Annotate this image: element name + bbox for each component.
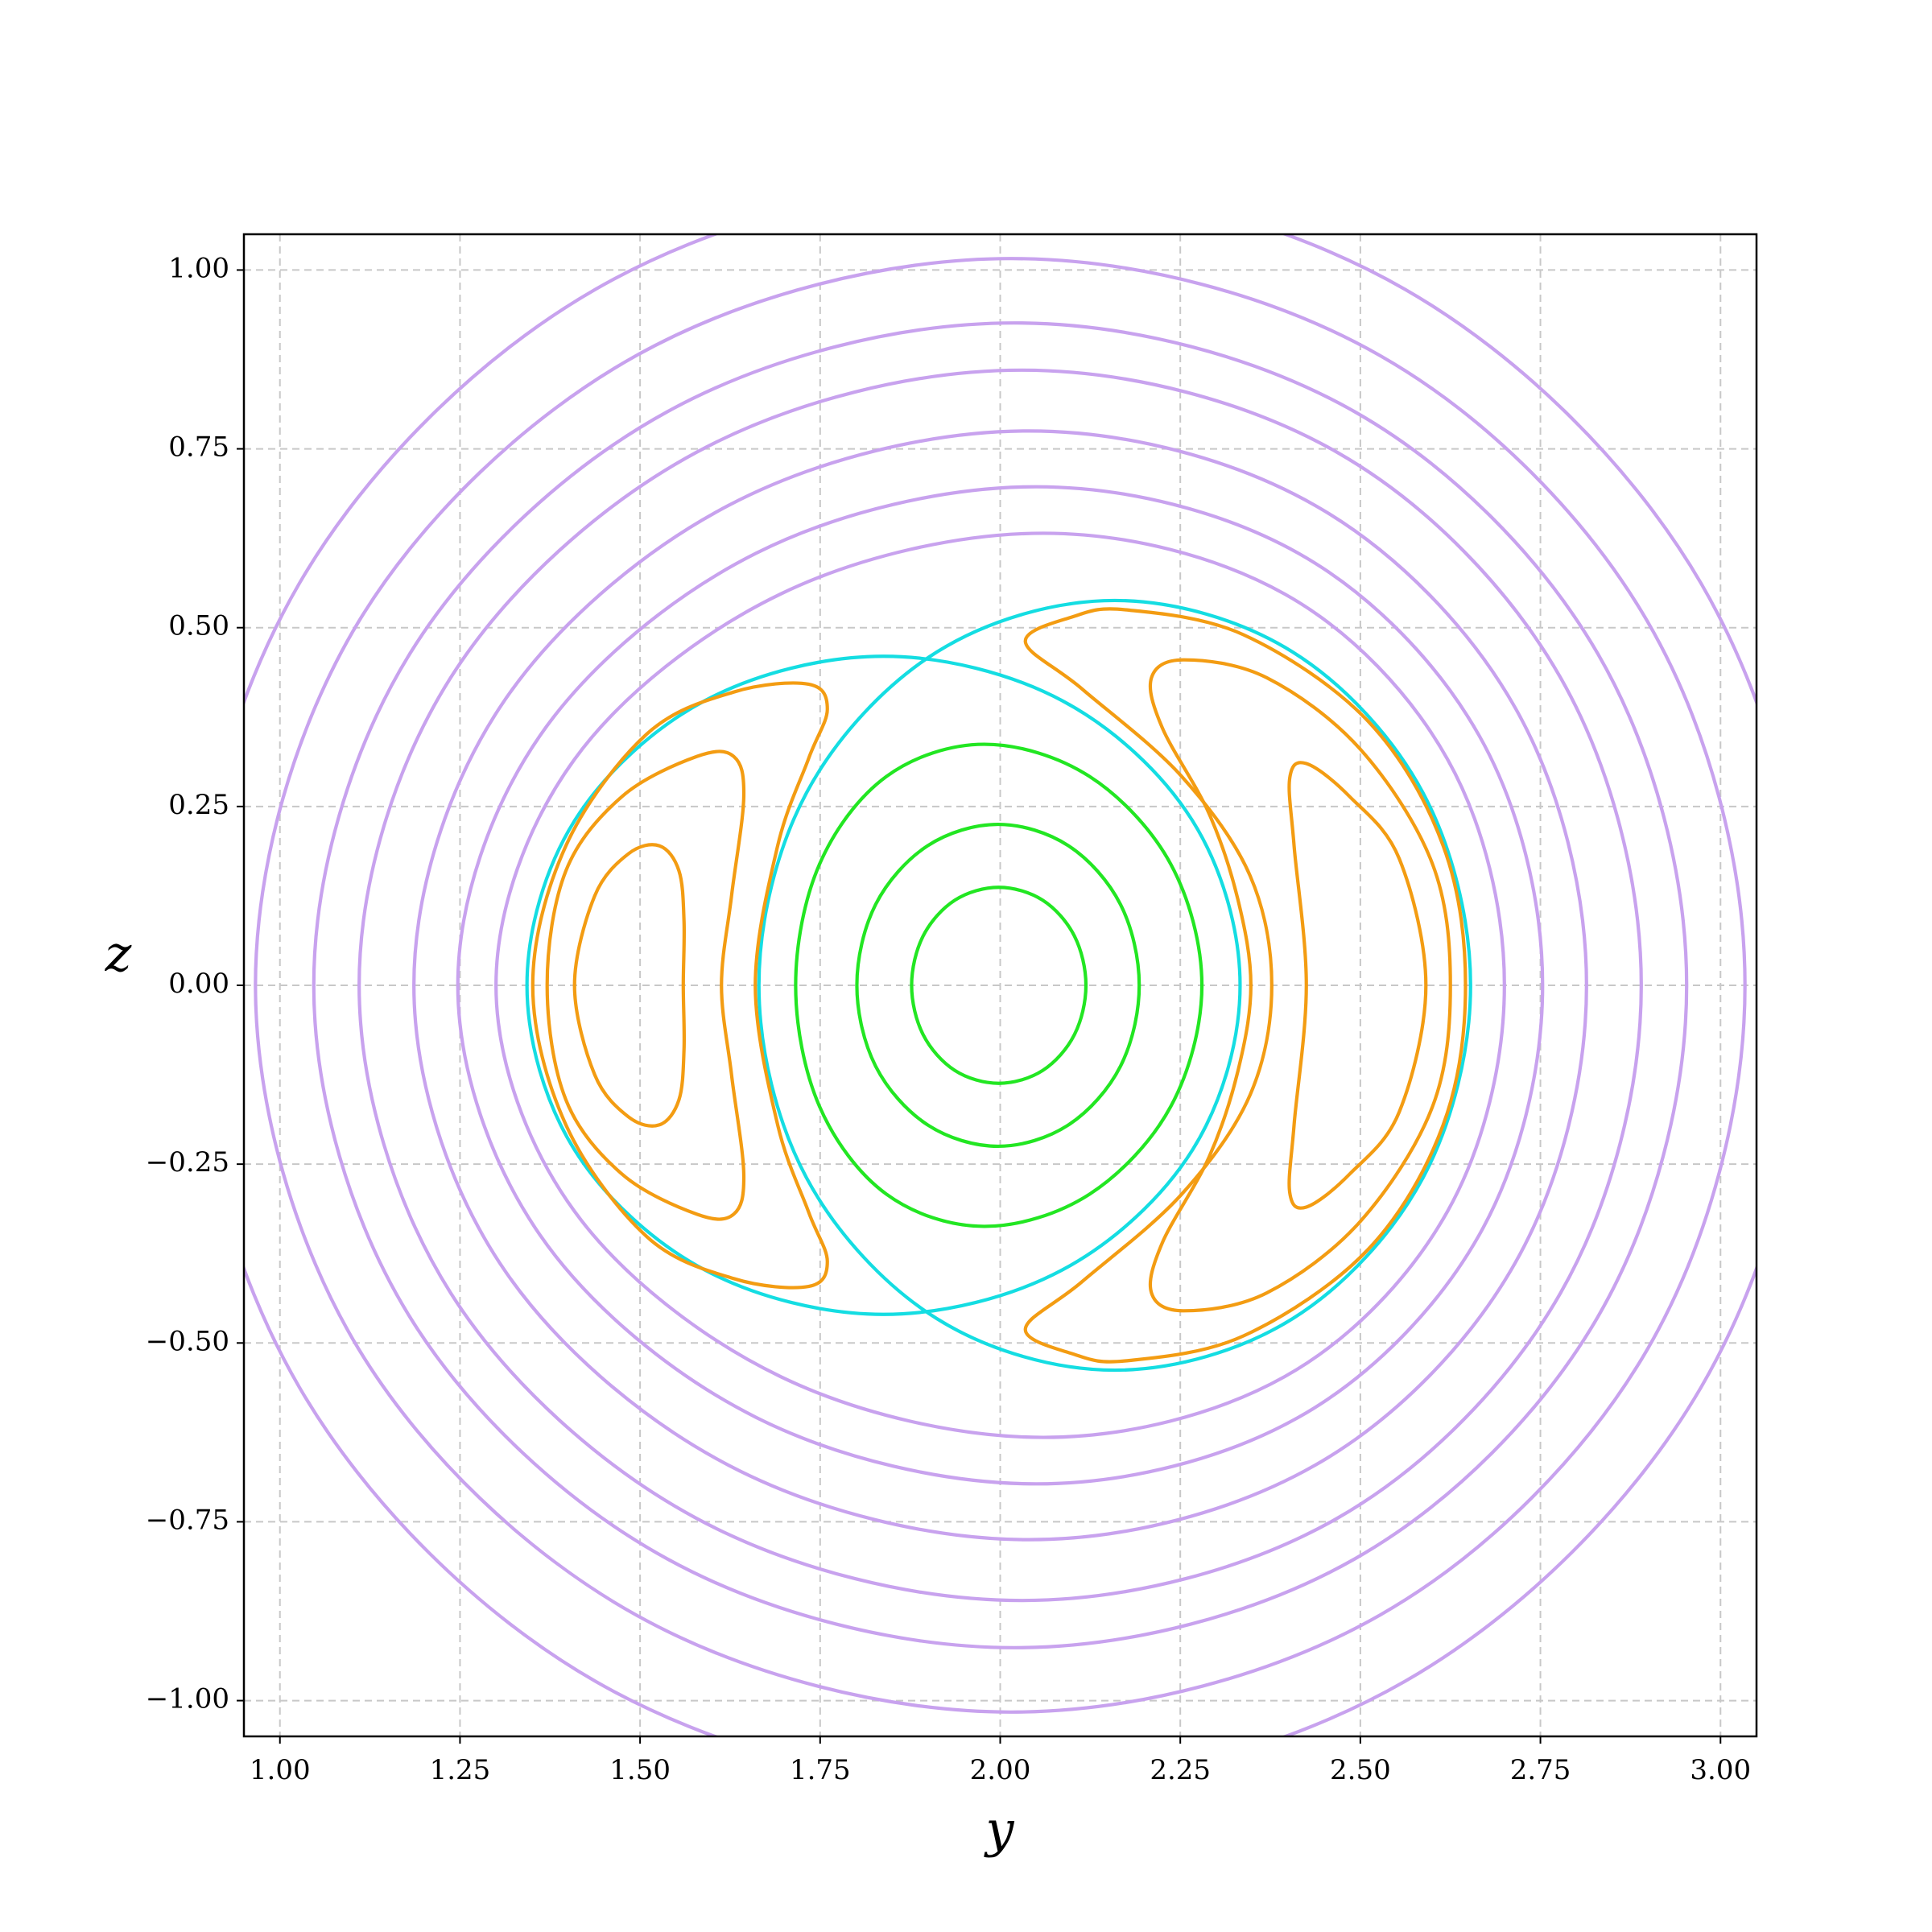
x-tick-label: 1.25 [430, 1754, 491, 1786]
contour-line [312, 321, 1689, 1649]
contour-line [855, 822, 1141, 1149]
contour-line [494, 531, 1506, 1439]
y-tick-label: −1.00 [146, 1683, 229, 1715]
contour-line [412, 429, 1588, 1542]
contour-line [794, 742, 1204, 1228]
ticks: 1.00 1.25 1.50 1.75 2.00 2.25 2.50 2.75 3.00 −1.0… [146, 252, 1751, 1786]
y-tick-label: −0.25 [146, 1146, 229, 1179]
x-tick-label: 1.75 [790, 1754, 851, 1786]
contour-line [1287, 761, 1428, 1210]
y-tick-label: 1.00 [168, 252, 229, 284]
x-tick-label: 3.00 [1690, 1754, 1751, 1786]
contour-line [525, 654, 1242, 1316]
x-tick-label: 1.50 [609, 1754, 671, 1786]
contour-line [530, 681, 829, 1290]
y-axis-label: z [105, 924, 132, 983]
contour-line [910, 886, 1088, 1085]
y-tick-label: 0.50 [168, 610, 229, 642]
contour-line [357, 368, 1643, 1603]
contour-line [254, 257, 1747, 1714]
curves [244, 234, 1757, 1736]
y-tick-label: −0.50 [146, 1325, 229, 1357]
contour-line [572, 843, 687, 1128]
x-axis-label: y [983, 1800, 1014, 1859]
contour-line [456, 485, 1545, 1486]
contour-line [1023, 607, 1468, 1364]
x-tick-label: 2.75 [1510, 1754, 1571, 1786]
contour-line [757, 598, 1472, 1373]
y-tick-label: 0.00 [168, 968, 229, 1000]
contour-line [1148, 658, 1452, 1313]
x-tick-label: 2.25 [1150, 1754, 1211, 1786]
y-tick-label: −0.75 [146, 1504, 229, 1536]
y-tick-label: 0.25 [168, 789, 229, 821]
contour-line [244, 234, 1757, 1736]
x-tick-label: 2.50 [1330, 1754, 1391, 1786]
x-tick-label: 1.00 [250, 1754, 311, 1786]
grid [244, 234, 1757, 1736]
x-tick-label: 2.00 [970, 1754, 1031, 1786]
y-tick-label: 0.75 [168, 431, 229, 464]
contour-line [545, 749, 746, 1221]
